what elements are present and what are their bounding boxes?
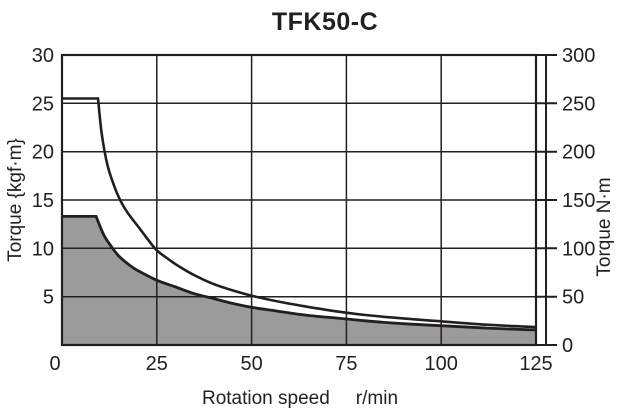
right-axis-tick-label: 50 bbox=[562, 287, 584, 309]
x-axis-label: Rotation speed bbox=[201, 388, 330, 409]
x-axis-tick-label: 75 bbox=[335, 353, 357, 375]
left-axis-tick-label: 5 bbox=[43, 287, 54, 309]
left-axis-tick-label: 20 bbox=[32, 142, 54, 164]
continuous-torque-curve bbox=[62, 215, 537, 332]
x-axis-tick-label: 125 bbox=[519, 353, 552, 375]
right-axis-tick-label: 200 bbox=[562, 142, 595, 164]
left-axis-tick-label: 10 bbox=[32, 238, 54, 260]
x-axis-title: Rotation speed r/min bbox=[202, 388, 398, 410]
left-axis-tick-label: 15 bbox=[32, 190, 54, 212]
right-axis-tick-label: 100 bbox=[562, 238, 595, 260]
left-axis-tick-label: 30 bbox=[32, 45, 54, 67]
shaded-continuous-region bbox=[62, 216, 536, 345]
x-axis-unit: r/min bbox=[355, 388, 399, 409]
maximum-torque-curve bbox=[62, 97, 537, 329]
left-axis-tick-label: 25 bbox=[32, 93, 54, 115]
right-axis-title: Torque N·m bbox=[594, 177, 615, 277]
x-axis-tick-label: 50 bbox=[240, 353, 262, 375]
x-axis-tick-label: 0 bbox=[49, 353, 60, 375]
right-axis-tick-label: 250 bbox=[562, 93, 595, 115]
right-axis-tick-label: 150 bbox=[562, 190, 595, 212]
right-axis-tick-label: 0 bbox=[562, 335, 573, 357]
x-axis-tick-label: 25 bbox=[146, 353, 168, 375]
chart-title: TFK50-C bbox=[271, 8, 379, 36]
left-axis-title: Torque {kgf·m} bbox=[5, 138, 26, 262]
x-axis-tick-label: 100 bbox=[425, 353, 458, 375]
right-axis-tick-label: 300 bbox=[562, 45, 595, 67]
